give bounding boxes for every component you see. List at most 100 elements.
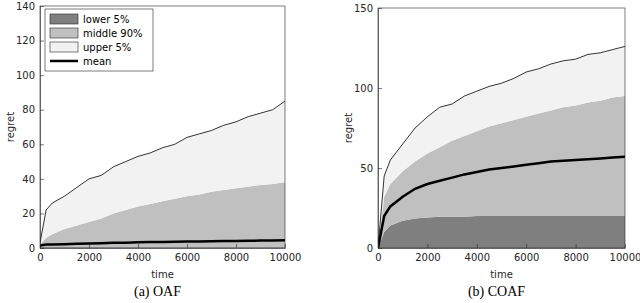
tick: 0 (367, 243, 382, 254)
x-axis: 0 2000 4000 6000 8000 10000 (37, 244, 301, 263)
band-area (40, 101, 285, 244)
tick: 8000 (563, 244, 588, 263)
tick-label: 8000 (563, 252, 588, 263)
tick-label: 100 (354, 83, 373, 94)
tick: 150 (354, 3, 382, 14)
tick: 50 (360, 163, 382, 174)
tick-mark (40, 248, 44, 249)
tick-mark (526, 244, 527, 248)
tick: 100 (354, 83, 382, 94)
mean-line (40, 240, 285, 245)
tick-label: 60 (22, 139, 35, 150)
tick-label: 80 (22, 104, 35, 115)
tick-label: 2000 (77, 252, 102, 263)
legend-label: middle 90% (83, 28, 143, 39)
tick: 20 (22, 208, 44, 219)
marks (40, 101, 285, 248)
tick: 80 (22, 104, 44, 115)
x-axis-title: time (490, 269, 513, 280)
tick: 60 (22, 139, 44, 150)
tick-label: 6000 (514, 252, 539, 263)
tick-mark (40, 41, 44, 42)
tick: 40 (22, 174, 44, 185)
legend-swatch (50, 28, 78, 38)
tick-mark (625, 244, 626, 248)
tick-label: 0 (37, 252, 43, 263)
legend-label: lower 5% (83, 14, 129, 25)
tick-mark (378, 8, 382, 9)
caption: (a) OAF (134, 284, 181, 300)
tick: 120 (16, 35, 44, 46)
x-axis: 0 2000 4000 6000 8000 10000 (375, 244, 640, 263)
tick: 10000 (270, 244, 302, 263)
plot-background (378, 8, 625, 248)
tick-label: 10000 (610, 252, 640, 263)
tick-mark (236, 244, 237, 248)
y-axis-title: regret (343, 113, 354, 143)
tick-label: 50 (360, 163, 373, 174)
tick-mark (40, 6, 44, 7)
tick-label: 20 (22, 208, 35, 219)
tick-label: 140 (16, 1, 35, 12)
tick-mark (40, 213, 44, 214)
legend-label: mean (83, 56, 111, 67)
marks (378, 46, 625, 248)
plot-background (40, 6, 285, 248)
tick: 2000 (77, 244, 102, 263)
tick: 8000 (224, 244, 249, 263)
tick-label: 120 (16, 35, 35, 46)
tick-mark (378, 88, 382, 89)
tick-label: 40 (22, 174, 35, 185)
legend-label: upper 5% (83, 42, 131, 53)
y-axis: 0 50 100 150 (354, 3, 382, 254)
axis-line (379, 248, 626, 249)
tick-label: 8000 (224, 252, 249, 263)
plot-frame (378, 8, 625, 248)
tick-label: 4000 (126, 252, 151, 263)
tick-mark (576, 244, 577, 248)
caption: (b) COAF (468, 284, 525, 300)
band-top-edge (378, 46, 625, 248)
tick-mark (40, 179, 44, 180)
y-axis-title: regret (5, 112, 16, 142)
tick-label: 6000 (175, 252, 200, 263)
tick: 100 (16, 70, 44, 81)
tick-label: 0 (29, 243, 35, 254)
tick: 140 (16, 1, 44, 12)
tick-label: 0 (367, 243, 373, 254)
band-area (378, 216, 625, 248)
band-area (378, 46, 625, 248)
tick: 6000 (175, 244, 200, 263)
legend-swatch (50, 60, 78, 63)
tick: 0 (29, 243, 44, 254)
x-axis-title: time (151, 269, 174, 280)
tick: 4000 (126, 244, 151, 263)
legend-swatch (50, 14, 78, 24)
tick: 2000 (415, 244, 440, 263)
axis-line (40, 7, 41, 249)
tick-label: 2000 (415, 252, 440, 263)
tick-mark (378, 248, 382, 249)
tick-label: 0 (375, 252, 381, 263)
legend: lower 5% middle 90% upper 5% mean (45, 9, 153, 71)
tick-mark (40, 144, 44, 145)
mean-line (378, 157, 625, 248)
band-top-edge (40, 101, 285, 243)
tick: 10000 (610, 244, 640, 263)
y-axis: 0 20 40 60 80 100 120 140 (16, 1, 44, 254)
tick-mark (40, 75, 44, 76)
axis-line (378, 9, 379, 249)
tick-label: 10000 (270, 252, 302, 263)
tick-label: 4000 (465, 252, 490, 263)
tick-mark (138, 244, 139, 248)
tick-mark (285, 244, 286, 248)
tick-mark (378, 168, 382, 169)
panel: 0 2000 4000 6000 8000 10000 0 20 40 60 80 100 120 140… (5, 1, 301, 300)
axis-line (41, 248, 286, 249)
tick-mark (40, 110, 44, 111)
tick-label: 150 (354, 3, 373, 14)
legend-swatch (50, 42, 78, 52)
tick-mark (187, 244, 188, 248)
legend-box (45, 9, 153, 71)
panel: 0 2000 4000 6000 8000 10000 0 50 100 150 time regre… (343, 3, 640, 300)
